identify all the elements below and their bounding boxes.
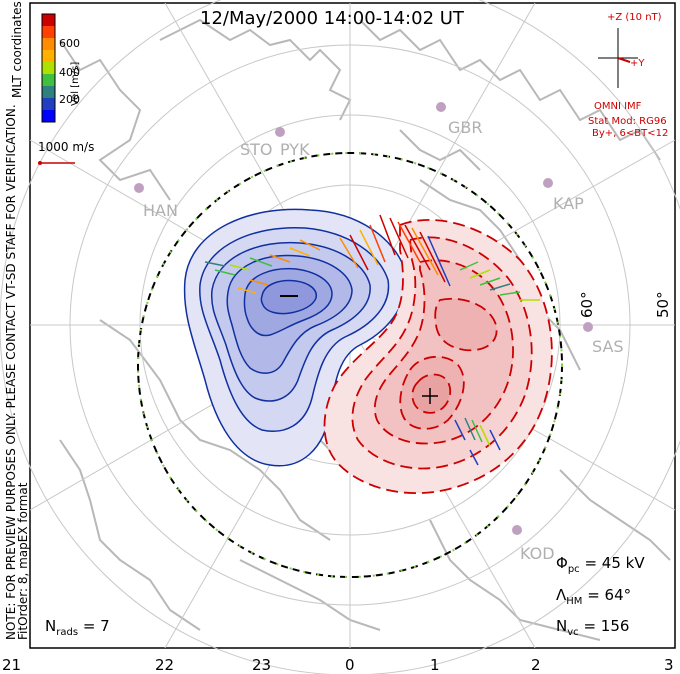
phi-value: = 45 kV	[584, 554, 645, 572]
nrads-stat: Nrads = 7	[45, 617, 110, 638]
nvc-value: = 156	[583, 617, 630, 635]
nvc-symbol: N	[556, 617, 568, 635]
nrads-sub: rads	[56, 627, 79, 638]
phi-sub: pc	[567, 564, 580, 575]
lambda-value: = 64°	[587, 586, 632, 604]
mlt-tick-0: 0	[345, 656, 355, 674]
nrads-symbol: N	[45, 617, 57, 635]
colorbar	[41, 13, 56, 123]
mlt-tick-2: 2	[531, 656, 541, 674]
colorbar-tick-600: 600	[59, 37, 80, 50]
lambda-symbol: Λ	[556, 586, 567, 604]
hm-boundary-dots	[137, 152, 563, 578]
negative-potential-cell	[183, 208, 407, 467]
imf-clock-dial	[598, 28, 638, 88]
imf-source: OMNI IMF	[594, 101, 642, 112]
imf-condition: By+, 6<BT<12	[592, 128, 669, 139]
mlt-tick-1: 1	[430, 656, 440, 674]
station-kap: KAP	[553, 194, 584, 213]
page-title: 12/May/2000 14:00-14:02 UT	[200, 8, 464, 29]
mlt-tick-3: 3	[664, 656, 674, 674]
station-pyk: PYK	[280, 140, 310, 159]
coastlines	[59, 18, 671, 641]
imf-model: Stat Mod: RG96	[588, 116, 667, 127]
mlt-tick-21: 21	[2, 656, 22, 674]
imf-z-label: +Z (10 nT)	[607, 12, 662, 23]
phi-symbol: Φ	[556, 554, 568, 572]
phi-pc-stat: Φpc = 45 kV	[556, 554, 645, 575]
station-sas: SAS	[592, 337, 624, 356]
station-gbr: GBR	[448, 118, 483, 137]
nvc-sub: vc	[567, 627, 579, 638]
station-sto: STO	[240, 140, 273, 159]
coord-label: MLT coordinates	[10, 1, 24, 98]
lambda-hm-stat: ΛHM = 64°	[556, 586, 631, 607]
nrads-value: = 7	[82, 617, 110, 635]
fitorder-note: FitOrder: 8, mapEX format	[16, 482, 30, 640]
station-markers	[134, 102, 593, 535]
nvc-stat: Nvc = 156	[556, 617, 629, 638]
imf-y-label: +Y	[630, 58, 645, 69]
station-kod: KOD	[520, 544, 555, 563]
scale-label: 1000 m/s	[38, 140, 95, 154]
lat-label-60: 60°	[578, 291, 596, 318]
lat-label-50: 50°	[654, 291, 672, 318]
colorbar-tick-400: 400	[59, 66, 80, 79]
mlt-tick-23: 23	[252, 656, 272, 674]
colorbar-tick-200: 200	[59, 93, 80, 106]
lambda-sub: HM	[566, 596, 583, 607]
station-han: HAN	[143, 201, 178, 220]
mlt-tick-22: 22	[155, 656, 175, 674]
velocity-vectors	[204, 214, 540, 466]
